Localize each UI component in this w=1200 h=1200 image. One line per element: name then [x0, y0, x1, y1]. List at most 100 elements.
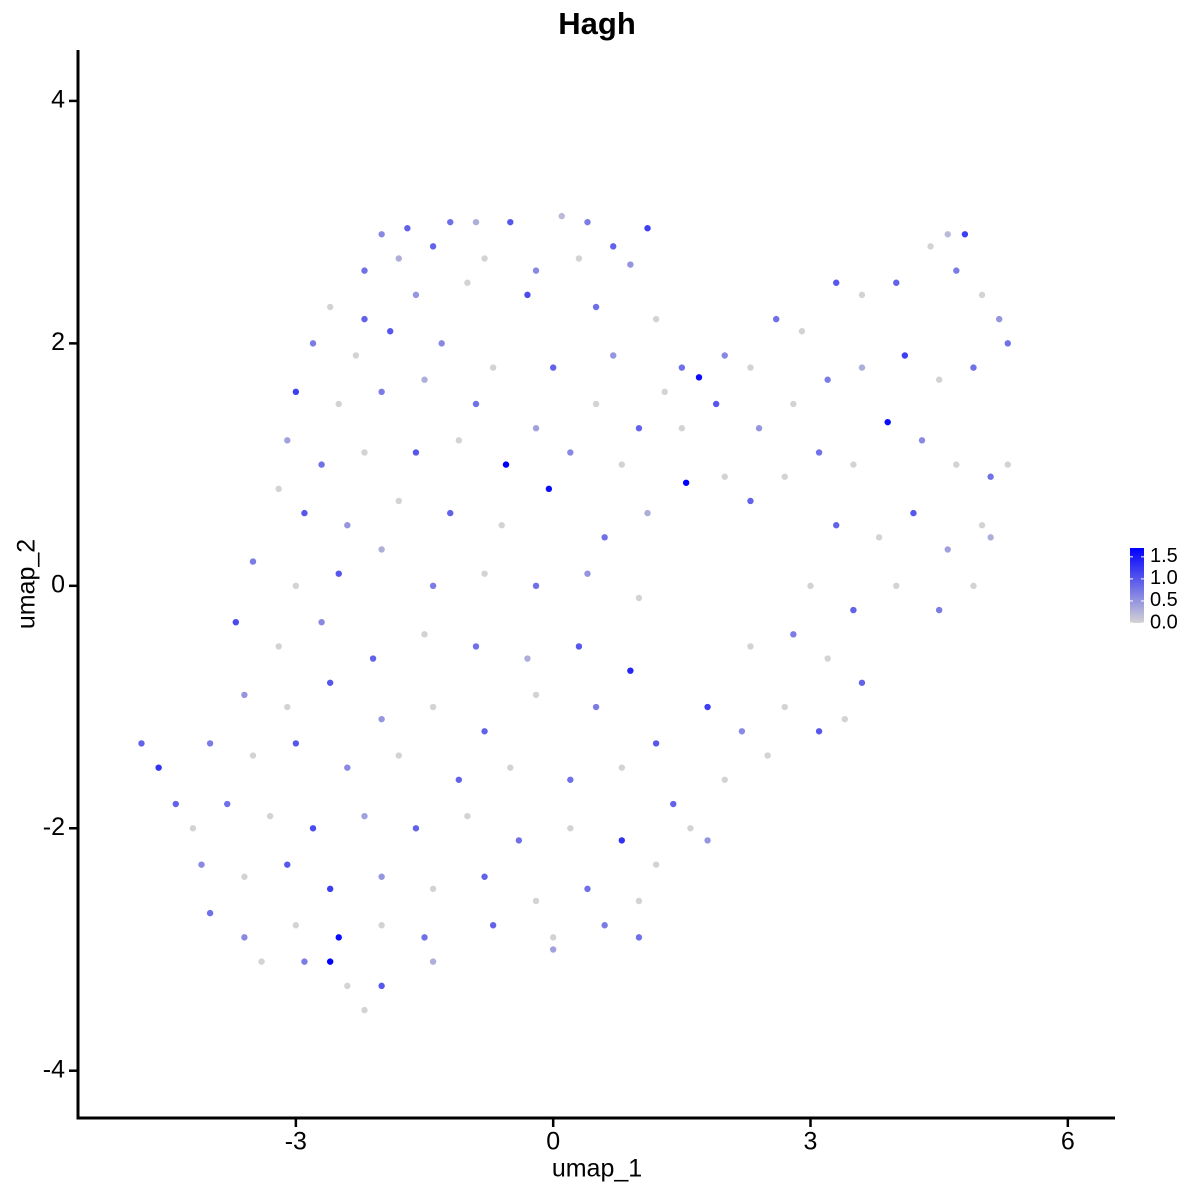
point: [335, 570, 342, 577]
point: [545, 485, 553, 493]
point: [918, 437, 926, 444]
point: [987, 473, 994, 480]
point: [481, 728, 488, 735]
point: [344, 764, 351, 771]
point: [884, 418, 891, 426]
point: [266, 812, 274, 820]
point: [309, 825, 317, 832]
point: [944, 546, 951, 553]
point: [429, 703, 437, 711]
point: [704, 703, 711, 711]
point: [326, 303, 334, 311]
point: [532, 897, 540, 905]
x-tick-label: 6: [1061, 1128, 1075, 1156]
point: [378, 922, 385, 929]
point: [747, 497, 754, 505]
point: [404, 225, 411, 232]
point: [155, 764, 162, 771]
point: [326, 679, 334, 686]
point: [601, 534, 608, 541]
point: [447, 509, 454, 517]
point: [481, 873, 488, 880]
point: [721, 473, 728, 480]
point: [395, 752, 402, 759]
point: [387, 328, 394, 335]
point: [549, 946, 557, 953]
point: [953, 267, 960, 274]
point: [850, 606, 857, 614]
point: [815, 728, 823, 735]
x-tick-label: 3: [804, 1128, 818, 1156]
point: [901, 352, 909, 359]
point: [601, 922, 608, 929]
point: [532, 425, 540, 432]
point: [361, 315, 368, 323]
point: [206, 740, 214, 747]
point: [790, 631, 797, 638]
point: [507, 764, 514, 771]
point: [395, 497, 402, 505]
point: [704, 837, 711, 844]
point: [567, 776, 574, 783]
point: [618, 461, 626, 468]
point: [978, 522, 986, 529]
point: [1004, 461, 1011, 468]
point: [172, 800, 179, 808]
y-tick-label: -2: [43, 813, 65, 841]
point: [241, 873, 248, 880]
point: [498, 522, 505, 529]
point: [747, 643, 754, 650]
point: [335, 934, 342, 941]
point: [652, 315, 660, 323]
point: [970, 582, 977, 590]
y-tick-label: 2: [51, 328, 65, 356]
point: [378, 873, 385, 880]
point: [747, 364, 754, 371]
point: [970, 364, 977, 371]
point: [232, 618, 240, 626]
point: [781, 703, 788, 711]
point: [378, 388, 385, 396]
point: [472, 643, 480, 650]
point: [635, 594, 643, 602]
point: [524, 655, 531, 662]
point: [438, 340, 445, 347]
point: [635, 934, 643, 941]
point: [524, 291, 531, 299]
y-axis-label: umap_2: [13, 539, 41, 629]
point: [429, 582, 437, 590]
point: [249, 558, 257, 565]
point: [893, 279, 900, 286]
point: [429, 243, 437, 250]
point: [275, 643, 282, 650]
point: [429, 958, 437, 965]
point: [738, 728, 746, 735]
point: [1004, 340, 1011, 347]
point: [421, 631, 428, 638]
point: [635, 897, 643, 905]
point: [326, 885, 334, 893]
colorbar: [1130, 548, 1144, 623]
point: [712, 400, 720, 408]
point: [927, 243, 934, 250]
point: [309, 340, 317, 347]
point: [464, 279, 471, 286]
colorbar-label: 0.0: [1150, 611, 1178, 633]
y-tick-label: 4: [51, 86, 65, 114]
point: [584, 570, 591, 577]
point: [858, 291, 866, 299]
point: [549, 934, 557, 941]
point: [532, 267, 540, 274]
point: [584, 885, 591, 893]
point: [652, 740, 660, 747]
point: [421, 934, 428, 941]
point: [682, 479, 690, 486]
point: [644, 225, 651, 232]
point: [687, 825, 694, 832]
point: [412, 449, 420, 456]
point: [953, 461, 960, 468]
point: [481, 570, 488, 577]
point: [515, 837, 523, 844]
point: [284, 703, 291, 711]
point: [652, 861, 660, 868]
